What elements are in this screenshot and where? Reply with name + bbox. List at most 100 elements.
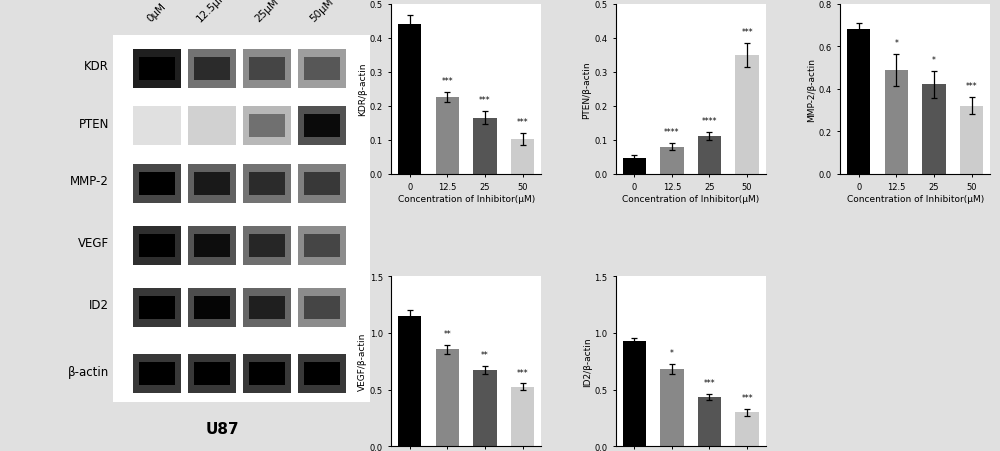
Bar — [188, 226, 236, 265]
Text: β-actin: β-actin — [68, 365, 109, 378]
Bar — [735, 55, 759, 175]
Bar — [304, 296, 340, 319]
Text: 50μM: 50μM — [308, 0, 336, 24]
Bar — [660, 369, 684, 446]
Bar — [133, 165, 181, 203]
Text: ***: *** — [479, 96, 491, 105]
Bar — [298, 165, 346, 203]
Bar — [194, 363, 230, 386]
Y-axis label: ID2/β-actin: ID2/β-actin — [583, 337, 592, 386]
Bar — [436, 350, 459, 446]
Bar — [511, 387, 534, 446]
Text: **: ** — [481, 350, 489, 359]
Bar — [243, 226, 291, 265]
Bar — [133, 288, 181, 327]
Bar — [113, 36, 370, 402]
Bar — [623, 158, 646, 175]
Bar — [194, 235, 230, 258]
Text: ***: *** — [517, 368, 528, 377]
Text: ***: *** — [741, 28, 753, 37]
Text: ***: *** — [704, 378, 715, 387]
Bar — [304, 235, 340, 258]
Bar — [188, 288, 236, 327]
Text: ID2: ID2 — [89, 299, 109, 312]
Text: PTEN: PTEN — [79, 117, 109, 130]
Text: VEGF: VEGF — [78, 237, 109, 250]
Bar — [249, 172, 285, 195]
Bar — [847, 30, 870, 175]
Bar — [698, 136, 721, 175]
Text: ****: **** — [702, 116, 717, 125]
Bar — [298, 107, 346, 146]
Text: ***: *** — [517, 118, 528, 127]
Text: 12.5μM: 12.5μM — [195, 0, 229, 24]
Text: ***: *** — [442, 77, 453, 86]
Bar — [249, 363, 285, 386]
Bar — [511, 140, 534, 175]
Bar — [304, 363, 340, 386]
Bar — [960, 106, 983, 175]
Bar — [298, 50, 346, 88]
Bar — [922, 85, 946, 175]
Bar — [194, 296, 230, 319]
Bar — [473, 370, 497, 446]
Bar — [660, 147, 684, 175]
Bar — [436, 98, 459, 175]
Bar — [298, 354, 346, 393]
Text: *: * — [894, 39, 898, 48]
Text: ***: *** — [741, 394, 753, 403]
Text: ****: **** — [664, 128, 680, 137]
Bar — [398, 25, 421, 175]
Bar — [133, 226, 181, 265]
Y-axis label: PTEN/β-actin: PTEN/β-actin — [583, 61, 592, 118]
Bar — [243, 288, 291, 327]
Text: *: * — [670, 348, 674, 357]
Bar — [188, 50, 236, 88]
Bar — [298, 288, 346, 327]
Bar — [133, 50, 181, 88]
Text: **: ** — [444, 329, 451, 338]
Bar — [243, 107, 291, 146]
Bar — [188, 354, 236, 393]
Bar — [243, 165, 291, 203]
X-axis label: Concentration of Inhibitor(μM): Concentration of Inhibitor(μM) — [398, 194, 535, 203]
Bar — [133, 107, 181, 146]
Bar — [188, 107, 236, 146]
Text: MMP-2: MMP-2 — [70, 175, 109, 188]
Bar — [885, 70, 908, 175]
Bar — [139, 363, 175, 386]
Bar — [249, 58, 285, 81]
Y-axis label: MMP-2/β-actin: MMP-2/β-actin — [807, 58, 816, 121]
Bar — [139, 58, 175, 81]
X-axis label: Concentration of Inhibitor(μM): Concentration of Inhibitor(μM) — [622, 194, 759, 203]
Text: KDR: KDR — [84, 60, 109, 73]
X-axis label: Concentration of Inhibitor(μM): Concentration of Inhibitor(μM) — [847, 194, 984, 203]
Bar — [698, 397, 721, 446]
Bar — [304, 115, 340, 138]
Bar — [243, 50, 291, 88]
Bar — [243, 354, 291, 393]
Bar — [735, 413, 759, 446]
Bar — [473, 119, 497, 175]
Bar — [304, 58, 340, 81]
Bar — [398, 316, 421, 446]
Text: 0μM: 0μM — [145, 2, 168, 24]
Text: *: * — [932, 55, 936, 64]
Bar — [304, 172, 340, 195]
Bar — [194, 58, 230, 81]
Bar — [623, 341, 646, 446]
Bar — [194, 172, 230, 195]
Bar — [249, 115, 285, 138]
Text: U87: U87 — [206, 421, 240, 436]
Bar — [249, 235, 285, 258]
Bar — [139, 296, 175, 319]
Text: ***: *** — [966, 82, 977, 91]
Bar — [188, 165, 236, 203]
Y-axis label: KDR/β-actin: KDR/β-actin — [358, 63, 367, 116]
Bar — [133, 354, 181, 393]
Bar — [139, 235, 175, 258]
Y-axis label: VEGF/β-actin: VEGF/β-actin — [358, 332, 367, 391]
Bar — [249, 296, 285, 319]
Text: 25μM: 25μM — [253, 0, 281, 24]
Bar — [298, 226, 346, 265]
